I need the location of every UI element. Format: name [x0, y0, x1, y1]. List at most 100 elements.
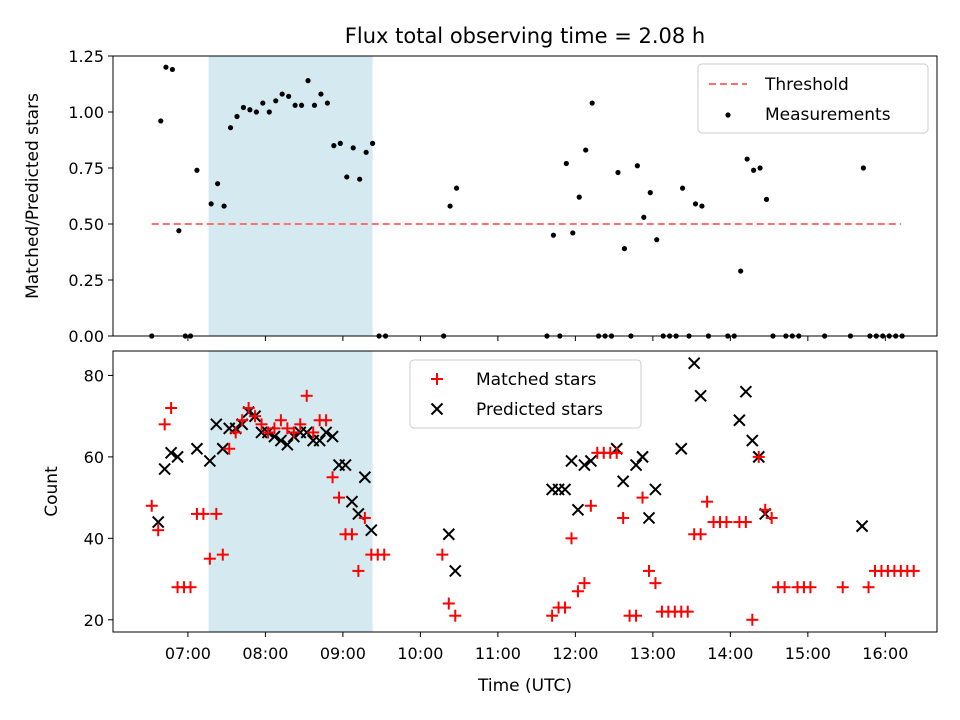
measurement-point [266, 109, 272, 115]
measurement-point [176, 228, 182, 234]
x-tick-label: 09:00 [320, 644, 366, 663]
x-stroke [326, 430, 339, 443]
measurement-point [634, 163, 640, 169]
measurement-point [344, 174, 350, 180]
chart-title: Flux total observing time = 2.08 h [345, 24, 705, 48]
measurement-point [615, 169, 621, 176]
bottom-highlight-band [208, 351, 373, 632]
x-stroke [345, 495, 359, 508]
predicted-star-point [319, 426, 333, 439]
measurement-point [298, 102, 305, 108]
bottom-x-ticks: 07:00 08:00 09:00 10:00 11:00 12:00 13:00 14:00… [165, 632, 908, 663]
matched-star-point [300, 389, 313, 402]
legend-threshold-label: Threshold [764, 75, 849, 95]
measurement-point [194, 167, 200, 173]
matched-star-point [617, 511, 630, 524]
matched-star-point [152, 524, 165, 537]
x-tick-label: 07:00 [165, 644, 211, 663]
matched-star-point [242, 402, 255, 415]
top-y-ticks: 0.00 0.25 0.50 0.75 1.00 1.25 [68, 47, 113, 346]
y-tick-label: 1.00 [68, 103, 104, 122]
predicted-star-point [739, 385, 753, 398]
measurement-point [570, 230, 576, 236]
x-stroke [281, 438, 294, 451]
x-stroke [171, 450, 184, 464]
measurement-point [641, 214, 647, 220]
measurement-point [260, 100, 266, 106]
y-tick-label: 1.25 [68, 47, 104, 66]
measurement-point [550, 232, 557, 238]
matched-star-point [229, 426, 242, 439]
predicted-star-point [687, 357, 701, 370]
matched-star-point [701, 495, 714, 508]
matched-star-point [584, 499, 597, 512]
y-tick-label: 80 [84, 366, 104, 385]
x-stroke [571, 503, 585, 517]
measurement-point [369, 140, 376, 146]
bottom-plot-frame [112, 350, 938, 633]
measurement-point [453, 185, 460, 191]
matched-star-point [197, 507, 210, 520]
measurement-point [273, 98, 279, 104]
predicted-star-point [365, 523, 378, 537]
x-stroke [565, 454, 578, 468]
measurement-point [337, 140, 343, 146]
measurement-point [292, 102, 298, 108]
matched-star-point [216, 548, 229, 561]
x-stroke [584, 454, 598, 468]
predicted-star-point [216, 442, 229, 455]
measurement-point [654, 237, 660, 243]
predicted-star-point [584, 454, 598, 468]
top-highlight-band [208, 56, 373, 336]
matched-star-point [565, 532, 578, 545]
x-stroke [629, 458, 643, 472]
matched-star-point [694, 528, 707, 541]
matched-star-point [158, 418, 171, 431]
matched-star-point [720, 516, 733, 529]
predicted-star-point [281, 438, 294, 451]
measurement-point [221, 203, 227, 209]
measurement-point [744, 156, 750, 162]
matched-star-point [165, 402, 178, 415]
ratio-panel: 0.00 0.25 0.50 0.75 1.00 1.25 Flux total obse… [23, 24, 938, 346]
measurement-point [751, 167, 757, 173]
x-stroke [365, 523, 378, 537]
matched-star-point [907, 564, 920, 577]
matched-star-point [559, 601, 572, 614]
predicted-star-point [449, 564, 462, 578]
predicted-star-point [313, 434, 326, 447]
legend-matched-swatch [431, 373, 443, 385]
predicted-star-point [442, 528, 456, 541]
measurement-point [763, 196, 770, 202]
matched-star-point [759, 503, 772, 516]
predicted-star-point [190, 442, 204, 455]
predicted-star-point [746, 434, 759, 447]
measurement-point [860, 165, 866, 171]
matched-star-point [739, 516, 752, 529]
count-panel: 20 40 60 80 07:00 08:00 09:00 10:00 11:00 12:00 1… [42, 350, 938, 696]
matched-star-point [862, 581, 875, 594]
predicted-star-point [642, 511, 656, 525]
bottom-y-axis-label: Count [42, 466, 62, 517]
legend-box [697, 63, 929, 134]
matched-star-point [210, 507, 223, 520]
legend-measurement-label: Measurements [765, 105, 891, 125]
matched-star-point [203, 552, 216, 565]
predicted-star-point [855, 519, 869, 533]
predicted-star-point [694, 389, 707, 403]
x-stroke [210, 418, 223, 431]
measurement-point [215, 181, 221, 187]
measurement-point [247, 107, 253, 113]
x-tick-label: 15:00 [785, 644, 831, 663]
matched-star-point [333, 491, 346, 504]
predicted-star-point [164, 446, 178, 460]
x-stroke [636, 450, 649, 464]
x-stroke [203, 454, 217, 468]
measurement-point [208, 201, 214, 207]
predicted-star-point [649, 483, 662, 496]
predicted-star-point [158, 462, 171, 476]
measurement-point [647, 190, 653, 196]
legend-predicted-label: Predicted stars [476, 400, 603, 420]
legend-box [409, 359, 642, 429]
